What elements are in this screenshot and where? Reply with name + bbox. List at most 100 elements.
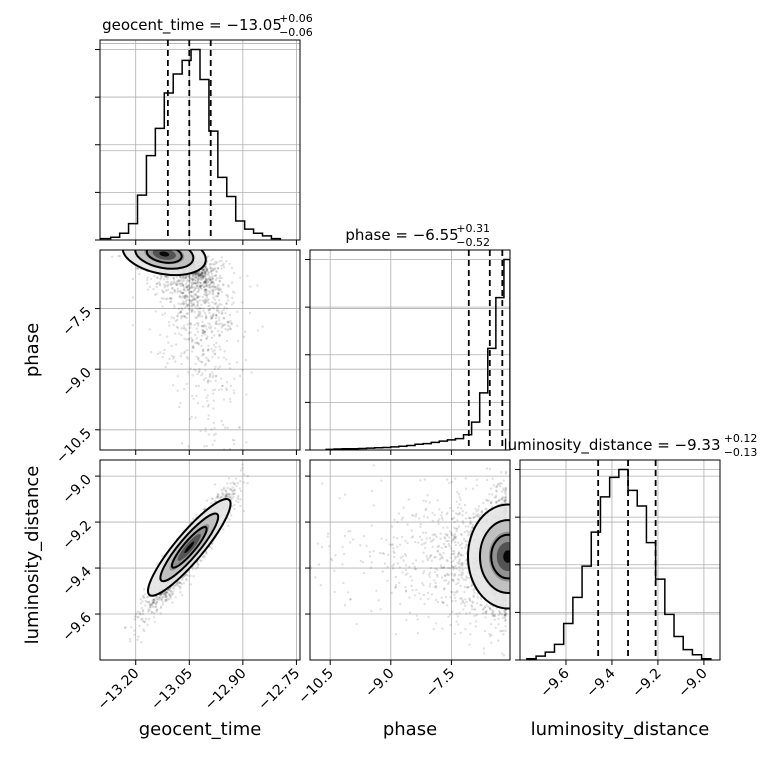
sample-point: [206, 269, 209, 272]
sample-point: [215, 375, 218, 378]
sample-point: [214, 499, 217, 503]
sample-point: [217, 367, 220, 370]
sample-point: [220, 488, 223, 492]
sample-point: [216, 494, 219, 498]
sample-point: [193, 298, 197, 302]
sample-point: [217, 356, 220, 359]
sample-point: [192, 302, 196, 305]
panel-frame: [309, 249, 511, 451]
sample-point: [185, 356, 189, 359]
sample-point: [150, 603, 154, 606]
sample-point: [480, 511, 483, 514]
scatter-panel-luminosity-distance-vs-geocent-time: −13.20 −13.05 −12.90 −12.75−9.6−9.4−9.2−9.0: [59, 459, 303, 713]
sample-point: [209, 263, 212, 266]
sample-point: [124, 626, 127, 629]
sample-point: [488, 467, 492, 471]
sample-point: [408, 611, 412, 614]
sample-point: [205, 551, 208, 554]
sample-point: [221, 264, 225, 267]
sample-point: [455, 583, 458, 586]
sample-point: [167, 341, 170, 344]
grid-lines: [100, 250, 300, 450]
sample-point: [172, 316, 176, 320]
sample-point: [213, 285, 217, 288]
sample-point: [433, 556, 436, 559]
sample-point: [466, 586, 469, 589]
sample-point: [205, 337, 208, 341]
sample-point: [458, 496, 461, 499]
sample-point: [404, 564, 408, 567]
sample-point: [202, 329, 205, 333]
sample-point: [155, 610, 158, 613]
sample-point: [191, 350, 194, 353]
sample-point: [192, 346, 195, 349]
sample-point: [213, 439, 216, 442]
sample-point: [190, 277, 193, 280]
sample-point: [202, 325, 206, 328]
sample-point: [452, 538, 455, 541]
sample-point: [203, 276, 206, 279]
sample-point: [197, 296, 200, 299]
sample-point: [188, 280, 191, 283]
sample-point: [192, 397, 195, 401]
sample-point: [229, 384, 233, 387]
sample-point: [206, 267, 209, 270]
sample-point: [422, 572, 425, 575]
sample-point: [401, 555, 404, 558]
sample-point: [201, 283, 204, 287]
sample-point: [237, 494, 240, 498]
sample-point: [202, 281, 206, 284]
sample-point: [224, 489, 227, 493]
sample-point: [196, 295, 199, 298]
sample-point: [209, 285, 213, 289]
sample-point: [165, 590, 168, 594]
sample-point: [230, 493, 233, 496]
sample-points: [111, 254, 264, 450]
sample-point: [148, 609, 151, 612]
sample-point: [193, 297, 196, 300]
sample-point: [205, 279, 208, 282]
contour-line-3: [170, 526, 208, 569]
sample-point: [214, 346, 217, 349]
sample-point: [467, 525, 470, 528]
sample-point: [493, 614, 497, 617]
sample-point: [131, 277, 135, 281]
sample-point: [186, 349, 189, 352]
sample-point: [380, 479, 383, 482]
sample-point: [474, 508, 477, 511]
sample-point: [147, 600, 150, 604]
sample-point: [233, 488, 236, 491]
sample-point: [162, 283, 166, 286]
sample-point: [472, 512, 475, 516]
sample-point: [226, 320, 229, 324]
sample-point: [391, 564, 394, 568]
sample-point: [182, 276, 185, 279]
sample-point: [183, 296, 186, 300]
sample-point: [171, 592, 175, 596]
sample-point: [453, 552, 456, 555]
sample-point: [195, 322, 199, 325]
sample-point: [484, 611, 487, 614]
sample-point: [220, 267, 223, 270]
sample-point: [211, 288, 215, 291]
title-lower-error: −0.06: [279, 26, 313, 39]
sample-point: [441, 518, 444, 521]
sample-point: [204, 281, 208, 284]
sample-point: [135, 612, 138, 616]
sample-point: [452, 536, 455, 540]
sample-point: [232, 271, 236, 275]
sample-point: [172, 586, 175, 589]
sample-point: [205, 316, 208, 319]
sample-point: [398, 581, 401, 584]
sample-point: [191, 286, 194, 290]
sample-point: [222, 488, 225, 491]
y-tick-label: −10.5: [53, 425, 95, 467]
sample-point: [215, 496, 218, 500]
sample-point: [176, 279, 179, 283]
sample-point: [221, 495, 224, 498]
sample-point: [169, 589, 172, 593]
sample-point: [202, 275, 205, 278]
sample-point: [210, 281, 213, 284]
sample-point: [140, 606, 143, 610]
sample-point: [180, 327, 183, 330]
